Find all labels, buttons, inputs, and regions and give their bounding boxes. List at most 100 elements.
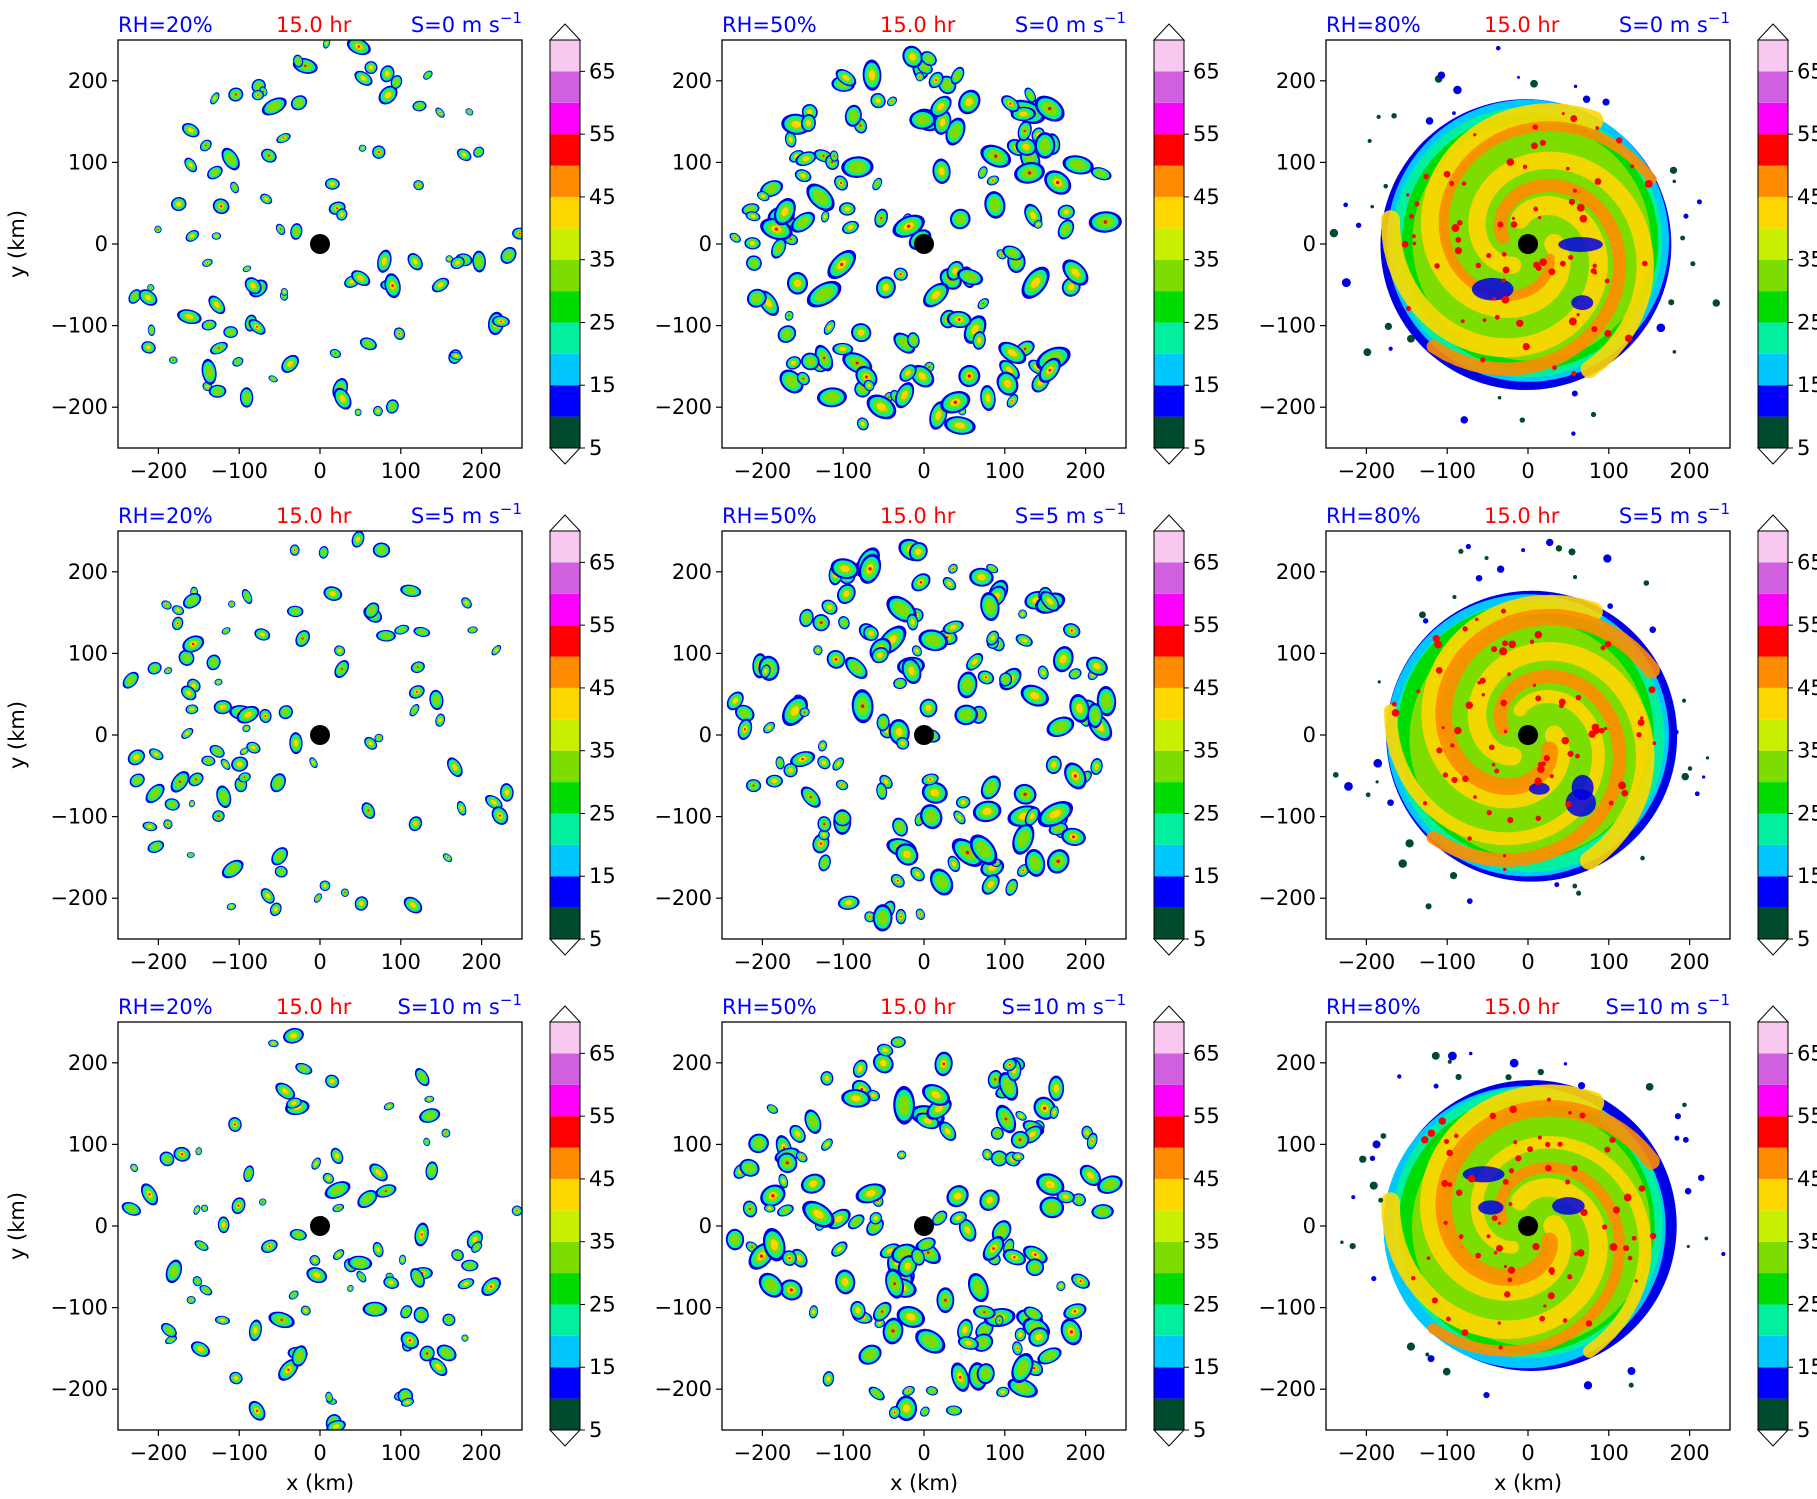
convective-cell <box>210 92 220 105</box>
convective-core <box>1604 1146 1611 1153</box>
time-label: 15.0 hr <box>1484 995 1560 1019</box>
convective-cell <box>876 782 888 800</box>
outer-cell <box>1460 416 1469 424</box>
y-tick-label: 200 <box>672 560 712 584</box>
convective-core <box>1538 216 1542 220</box>
convective-core <box>1511 216 1516 221</box>
x-tick-label: −200 <box>130 950 188 974</box>
x-tick-label: −100 <box>1418 950 1476 974</box>
convective-cell <box>378 85 398 105</box>
colorbar-tick-label: 5 <box>1797 927 1810 951</box>
colorbar-segment <box>1758 1178 1788 1211</box>
outer-cell <box>1466 898 1473 905</box>
convective-core <box>1543 754 1550 762</box>
outer-cell <box>1344 781 1353 791</box>
storm-center-marker <box>914 725 934 745</box>
y-tick-label: −200 <box>654 886 712 910</box>
outer-cell <box>1384 322 1393 331</box>
convective-cell <box>1071 1193 1087 1207</box>
convective-cell <box>354 408 362 417</box>
storm-center-marker <box>310 1216 330 1236</box>
y-tick-label: −100 <box>1258 314 1316 338</box>
convective-cell <box>194 1240 209 1251</box>
convective-cell <box>999 359 1020 380</box>
convective-core <box>1500 699 1507 707</box>
convective-cell <box>261 148 277 163</box>
outer-cell <box>1687 766 1693 771</box>
convective-cell <box>319 880 331 892</box>
convective-core <box>1537 765 1545 774</box>
x-tick-label: −200 <box>734 1441 792 1465</box>
x-tick-label: 100 <box>381 950 421 974</box>
colorbar-segment <box>1758 876 1788 908</box>
convective-core <box>1532 1243 1540 1251</box>
colorbar-segment <box>1758 1210 1788 1242</box>
convective-core <box>1561 736 1570 745</box>
outer-cell <box>1603 554 1612 563</box>
convective-cell <box>491 806 509 825</box>
convective-cell <box>909 109 936 130</box>
colorbar-tick-label: 65 <box>1193 59 1220 83</box>
convective-core <box>1451 224 1460 233</box>
convective-core <box>1411 234 1416 239</box>
convective-core <box>1475 262 1482 269</box>
convective-cell <box>1012 1341 1023 1356</box>
convective-cell <box>268 375 278 383</box>
convective-cell <box>154 225 162 234</box>
convective-cell <box>990 1126 1004 1140</box>
colorbar-segment <box>1758 656 1788 688</box>
convective-core <box>1454 1133 1459 1139</box>
convective-cell <box>182 592 202 609</box>
convective-cell <box>817 755 831 770</box>
convective-cell <box>939 1121 957 1142</box>
convective-cell <box>888 1406 901 1419</box>
convective-cell <box>911 1248 925 1266</box>
convective-cell <box>311 1157 321 1170</box>
x-tick-label: 0 <box>313 459 326 483</box>
convective-cell <box>372 1241 384 1258</box>
convective-cell <box>1052 646 1074 673</box>
outer-cell <box>1582 95 1591 103</box>
colorbar-tick-label: 55 <box>589 1104 616 1128</box>
convective-core <box>1567 750 1574 757</box>
convective-cell <box>784 310 794 321</box>
x-tick-label: 0 <box>1521 459 1534 483</box>
convective-cell <box>201 755 216 766</box>
colorbar-segment <box>1154 196 1184 229</box>
convective-cell <box>982 1236 1005 1261</box>
convective-core <box>1477 680 1482 685</box>
rainband-0 <box>1421 594 1603 809</box>
shear-label: S=10 m s−1 <box>1001 991 1126 1019</box>
convective-cell <box>372 542 391 558</box>
y-tick-label: 100 <box>1276 641 1316 665</box>
x-tick-label: 100 <box>1589 950 1629 974</box>
outer-cell <box>1681 698 1687 703</box>
outer-cell <box>1431 1051 1440 1060</box>
convective-cell <box>318 546 329 559</box>
convective-cell <box>435 107 445 118</box>
colorbar-tick-label: 25 <box>589 310 616 334</box>
convective-core <box>1513 1140 1518 1145</box>
convective-core <box>1454 726 1462 735</box>
convective-cell <box>823 319 836 335</box>
convective-core <box>1602 1224 1608 1230</box>
convective-cell <box>324 178 340 190</box>
colorbar-segment <box>1758 1241 1788 1274</box>
convective-cell <box>220 758 231 770</box>
colorbar-tick-label: 15 <box>1797 373 1817 397</box>
colorbar-tick-label: 25 <box>1193 801 1220 825</box>
convective-cell <box>734 704 755 722</box>
convective-core <box>1579 1112 1586 1119</box>
moat-gap <box>1528 782 1550 795</box>
convective-core <box>1640 716 1644 720</box>
convective-cell <box>147 661 162 675</box>
colorbar-segment <box>550 1367 580 1399</box>
convective-cell <box>1024 848 1046 877</box>
convective-cell <box>786 271 809 295</box>
colorbar-segment <box>1758 1273 1788 1305</box>
convective-cell <box>980 592 1000 622</box>
convective-core <box>1603 726 1608 731</box>
convective-cell <box>1015 634 1033 647</box>
colorbar-segment <box>550 102 580 135</box>
